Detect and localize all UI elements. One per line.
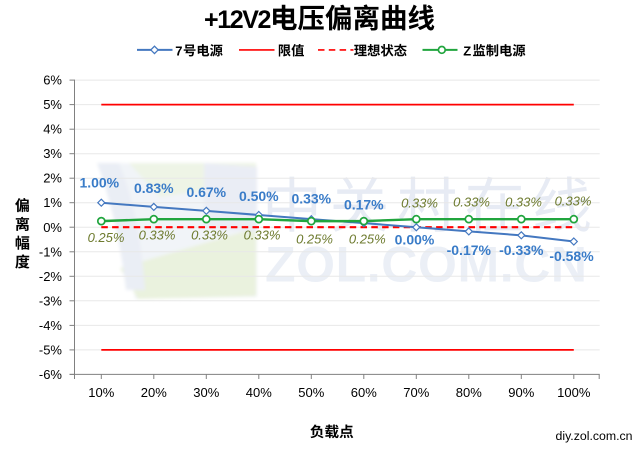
svg-text:90%: 90% (508, 385, 534, 400)
svg-text:0.25%: 0.25% (296, 232, 333, 247)
svg-text:+12V2: +12V2 (204, 6, 270, 34)
svg-text:5%: 5% (43, 97, 62, 112)
svg-text:-2%: -2% (39, 269, 63, 284)
svg-text:3%: 3% (43, 146, 62, 161)
svg-text:0.33%: 0.33% (555, 193, 592, 208)
svg-text:2%: 2% (43, 171, 62, 186)
svg-text:-5%: -5% (39, 342, 63, 357)
svg-text:-0.17%: -0.17% (447, 242, 492, 258)
svg-text:0.00%: 0.00% (395, 232, 435, 248)
svg-text:0.83%: 0.83% (134, 180, 174, 196)
svg-text:Z: Z (463, 43, 471, 58)
svg-text:1%: 1% (43, 195, 62, 210)
svg-text:4%: 4% (43, 122, 62, 137)
svg-text:0.25%: 0.25% (88, 230, 125, 245)
svg-text:20%: 20% (141, 385, 167, 400)
svg-text:0.33%: 0.33% (191, 227, 228, 242)
svg-text:100%: 100% (557, 385, 591, 400)
svg-text:-6%: -6% (39, 367, 63, 382)
svg-text:10%: 10% (88, 385, 114, 400)
svg-text:0.33%: 0.33% (244, 227, 281, 242)
svg-text:-3%: -3% (39, 293, 63, 308)
svg-text:0.50%: 0.50% (239, 188, 279, 204)
svg-text:7: 7 (175, 43, 182, 58)
svg-text:ZOL.COM.CN: ZOL.COM.CN (265, 237, 588, 293)
svg-text:diy.zol.com.cn: diy.zol.com.cn (556, 429, 633, 443)
svg-text:40%: 40% (246, 385, 272, 400)
svg-text:70%: 70% (403, 385, 429, 400)
svg-text:0.33%: 0.33% (505, 194, 542, 209)
svg-text:0%: 0% (43, 220, 62, 235)
svg-text:0.33%: 0.33% (453, 194, 490, 209)
svg-text:0.17%: 0.17% (344, 197, 384, 213)
svg-text:30%: 30% (193, 385, 219, 400)
svg-text:0.33%: 0.33% (139, 227, 176, 242)
svg-text:-0.58%: -0.58% (549, 248, 594, 264)
svg-text:0.33%: 0.33% (291, 190, 331, 206)
svg-text:60%: 60% (351, 385, 377, 400)
svg-text:1.00%: 1.00% (79, 175, 119, 191)
svg-text:0.33%: 0.33% (401, 196, 438, 211)
svg-text:-1%: -1% (39, 244, 63, 259)
svg-text:-4%: -4% (39, 318, 63, 333)
svg-text:6%: 6% (43, 73, 62, 88)
svg-text:80%: 80% (456, 385, 482, 400)
svg-text:50%: 50% (298, 385, 324, 400)
svg-text:0.25%: 0.25% (349, 232, 386, 247)
svg-text:0.67%: 0.67% (186, 184, 226, 200)
svg-text:-0.33%: -0.33% (499, 242, 544, 258)
